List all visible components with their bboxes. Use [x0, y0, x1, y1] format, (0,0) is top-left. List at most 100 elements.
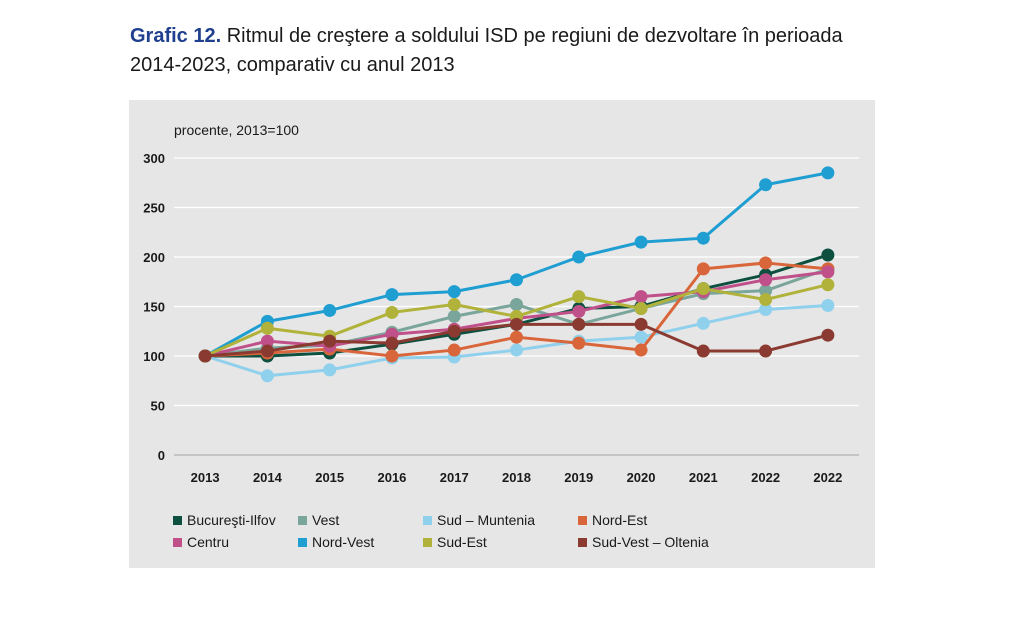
legend-label: Nord-Est — [592, 512, 648, 528]
legend-item: Sud-Est — [423, 532, 487, 552]
x-tick-label: 2014 — [253, 470, 283, 485]
y-axis-ticks: 0 50 100 150 200 250 300 — [143, 151, 165, 463]
data-point — [759, 178, 773, 192]
legend-item: Sud-Vest – Oltenia — [578, 532, 709, 552]
data-point — [634, 301, 648, 315]
data-point — [696, 282, 710, 296]
legend-label: Sud – Muntenia — [437, 512, 536, 528]
chart-title-text: Ritmul de creştere a soldului ISD pe reg… — [130, 25, 843, 76]
legend-swatch — [173, 537, 182, 547]
data-point — [634, 343, 648, 357]
data-point — [759, 256, 773, 270]
data-point — [447, 343, 461, 357]
data-point — [634, 317, 648, 331]
x-tick-label: 2019 — [564, 470, 593, 485]
data-point — [385, 305, 399, 319]
data-point — [510, 273, 523, 287]
data-point — [323, 334, 337, 348]
data-point — [260, 321, 274, 335]
legend-swatch — [423, 537, 432, 547]
x-tick-label: 2016 — [377, 470, 406, 485]
legend-swatch — [298, 515, 307, 525]
data-point — [260, 344, 274, 358]
y-tick-label: 100 — [143, 349, 165, 364]
x-tick-label: 2017 — [440, 470, 469, 485]
legend-item: Bucureşti-Ilfov — [173, 510, 276, 530]
legend-item: Nord-Est — [578, 510, 647, 530]
data-point — [260, 334, 274, 348]
data-point — [821, 278, 835, 292]
data-point — [260, 369, 274, 383]
data-point — [572, 336, 586, 350]
legend-item: Vest — [298, 510, 339, 530]
x-tick-label: 2022 — [751, 470, 780, 485]
data-point — [696, 231, 710, 245]
legend-label: Sud-Vest – Oltenia — [592, 534, 709, 550]
line-chart: procente, 2013=100 0 50 100 150 200 250 300 20… — [143, 122, 859, 485]
data-point — [323, 303, 337, 317]
data-point — [634, 290, 648, 304]
data-point — [821, 248, 835, 262]
data-point — [696, 344, 710, 358]
chart-title-prefix: Grafic 12. — [130, 25, 222, 47]
data-point — [198, 349, 212, 363]
data-point — [572, 304, 586, 318]
data-point — [696, 316, 710, 330]
series-lines — [198, 166, 835, 383]
legend-label: Vest — [312, 512, 340, 528]
legend-swatch — [423, 515, 432, 525]
legend-label: Centru — [187, 534, 230, 550]
data-point — [510, 330, 523, 344]
data-point — [759, 284, 773, 298]
data-point — [447, 324, 461, 338]
y-tick-label: 0 — [158, 448, 165, 463]
chart-panel: procente, 2013=100 0 50 100 150 200 250 300 20… — [129, 100, 875, 568]
data-point — [572, 250, 586, 264]
legend-label: Nord-Vest — [312, 534, 375, 550]
data-point — [510, 317, 523, 331]
data-point — [759, 293, 773, 307]
y-tick-label: 150 — [143, 300, 165, 315]
y-tick-label: 50 — [151, 399, 165, 414]
x-tick-label: 2022 — [813, 470, 842, 485]
data-point — [759, 344, 773, 358]
x-tick-label: 2013 — [191, 470, 220, 485]
legend-swatch — [298, 537, 307, 547]
y-tick-label: 300 — [143, 151, 165, 166]
legend-swatch — [578, 537, 587, 547]
series-Sud-Vest – Oltenia — [198, 317, 835, 363]
legend-swatch — [578, 515, 587, 525]
x-axis-ticks: 2013 2014 2015 2016 2017 2018 2019 2020 2021 2022… — [191, 470, 843, 485]
y-tick-label: 250 — [143, 201, 165, 216]
data-point — [447, 309, 461, 323]
data-point — [821, 328, 835, 342]
series-Sud-Est — [198, 278, 835, 363]
chart-title: Grafic 12. Ritmul de creştere a soldului… — [130, 22, 890, 80]
data-point — [385, 349, 399, 363]
data-point — [510, 343, 523, 357]
data-point — [385, 327, 399, 341]
legend-label: Sud-Est — [437, 534, 487, 550]
legend-item: Sud – Muntenia — [423, 510, 535, 530]
data-point — [821, 265, 835, 279]
y-unit-label: procente, 2013=100 — [174, 122, 299, 138]
y-tick-label: 200 — [143, 250, 165, 265]
series-Nord-Vest — [198, 166, 835, 363]
data-point — [572, 317, 586, 331]
legend-swatch — [173, 515, 182, 525]
data-point — [634, 330, 648, 344]
legend-label: Bucureşti-Ilfov — [187, 512, 276, 528]
x-tick-label: 2020 — [627, 470, 656, 485]
data-point — [696, 262, 710, 276]
data-point — [821, 299, 835, 313]
data-point — [385, 336, 399, 350]
data-point — [759, 302, 773, 316]
data-point — [385, 288, 399, 302]
legend-item: Centru — [173, 532, 229, 552]
x-tick-label: 2015 — [315, 470, 344, 485]
data-point — [572, 290, 586, 304]
data-point — [510, 298, 523, 312]
x-tick-label: 2018 — [502, 470, 531, 485]
data-point — [447, 285, 461, 299]
data-point — [759, 273, 773, 287]
